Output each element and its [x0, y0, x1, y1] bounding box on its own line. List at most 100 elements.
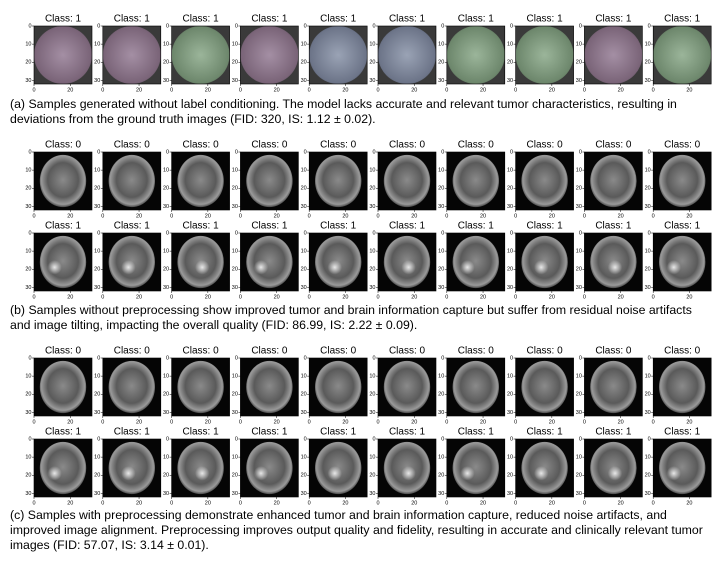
thumb-title: Class: 1	[664, 221, 701, 232]
y-tick-label: 20	[507, 267, 513, 273]
y-tick-label: 30	[232, 78, 238, 84]
x-tick-label: 0	[170, 213, 173, 219]
x-tick-label: 20	[136, 294, 142, 300]
y-tick-label: 20	[163, 473, 169, 479]
x-tick-label: 20	[549, 294, 555, 300]
x-tick-label: 0	[308, 500, 311, 506]
thumb-title: Class: 0	[595, 140, 632, 151]
thumb-frame	[308, 438, 368, 498]
thumb-frame	[515, 151, 574, 211]
x-tick-label: 0	[514, 500, 517, 506]
y-tick-label: 0	[510, 230, 513, 236]
y-tick-label: 10	[576, 42, 582, 48]
y-tick-label: 0	[648, 23, 651, 29]
y-tick-label: 0	[648, 436, 651, 442]
y-tick-label: 30	[25, 285, 31, 291]
thumb-frame	[240, 438, 299, 498]
y-tick-label: 30	[163, 491, 169, 497]
brain	[521, 154, 568, 208]
x-tick-label: 0	[514, 419, 517, 425]
y-tick-label: 30	[576, 410, 582, 416]
brain	[177, 360, 224, 414]
thumb-frame	[515, 438, 574, 498]
y-tick-label: 30	[576, 491, 582, 497]
x-tick-label: 20	[480, 87, 486, 93]
thumb-frame	[102, 357, 162, 417]
brain	[452, 360, 499, 414]
thumb-frame	[446, 438, 506, 498]
thumb-frame	[308, 232, 368, 292]
y-tick-label: 0	[97, 23, 100, 29]
brain	[590, 360, 637, 414]
thumb-frame	[652, 151, 712, 211]
y-tick-label: 20	[25, 473, 31, 479]
x-tick-label: 20	[136, 419, 142, 425]
y-tick-label: 0	[304, 355, 307, 361]
x-tick-label: 20	[411, 419, 417, 425]
y-tick-label: 10	[94, 168, 100, 174]
x-tick-label: 0	[583, 213, 586, 219]
y-tick-label: 0	[304, 149, 307, 155]
y-tick-label: 20	[645, 186, 651, 192]
x-tick-label: 0	[514, 294, 517, 300]
y-tick-label: 30	[438, 78, 444, 84]
thumb-title: Class: 0	[595, 346, 632, 357]
y-tick-label: 10	[25, 455, 31, 461]
brain	[309, 26, 368, 84]
brain	[246, 360, 293, 414]
tumor	[192, 458, 217, 483]
y-tick-label: 10	[507, 42, 513, 48]
x-tick-label: 0	[170, 500, 173, 506]
thumb-frame	[446, 232, 506, 292]
y-tick-label: 10	[576, 249, 582, 255]
thumb-title: Class: 1	[45, 14, 82, 25]
x-tick-label: 20	[274, 419, 280, 425]
tumor	[45, 252, 69, 277]
y-tick-label: 20	[576, 60, 582, 66]
thumb-title: Class: 1	[664, 14, 701, 25]
y-tick-label: 20	[25, 267, 31, 273]
y-tick-label: 30	[163, 78, 169, 84]
x-tick-label: 20	[67, 500, 73, 506]
y-tick-label: 20	[576, 392, 582, 398]
y-tick-label: 0	[510, 355, 513, 361]
y-tick-label: 20	[438, 473, 444, 479]
x-tick-label: 20	[274, 87, 280, 93]
x-tick-label: 20	[205, 294, 211, 300]
y-tick-label: 30	[163, 285, 169, 291]
x-tick-label: 0	[652, 294, 655, 300]
thumb-frame	[240, 151, 299, 211]
y-tick-label: 0	[28, 23, 31, 29]
thumb-frame	[308, 25, 368, 85]
x-tick-label: 0	[445, 213, 448, 219]
thumb-frame	[33, 151, 93, 211]
thumb-frame	[584, 151, 643, 211]
y-tick-label: 30	[163, 204, 169, 210]
y-tick-label: 0	[579, 23, 582, 29]
tumor	[251, 252, 276, 277]
y-tick-label: 0	[648, 149, 651, 155]
x-tick-label: 0	[583, 500, 586, 506]
y-tick-label: 0	[648, 355, 651, 361]
y-tick-label: 20	[94, 60, 100, 66]
x-tick-label: 20	[136, 500, 142, 506]
brain	[383, 360, 431, 414]
y-tick-label: 10	[369, 42, 375, 48]
y-tick-label: 10	[94, 455, 100, 461]
tumor	[118, 458, 143, 483]
y-tick-label: 20	[301, 186, 307, 192]
y-tick-label: 20	[94, 392, 100, 398]
y-tick-label: 10	[301, 455, 307, 461]
thumb-frame	[171, 232, 230, 292]
caption: (c) Samples with preprocessing demonstra…	[10, 508, 703, 552]
y-tick-label: 0	[372, 149, 375, 155]
x-tick-label: 0	[170, 419, 173, 425]
x-tick-label: 20	[205, 213, 211, 219]
y-tick-label: 30	[507, 78, 513, 84]
y-tick-label: 10	[25, 168, 31, 174]
y-tick-label: 30	[438, 410, 444, 416]
y-tick-label: 0	[28, 436, 31, 442]
thumb-frame	[377, 438, 437, 498]
y-tick-label: 0	[579, 149, 582, 155]
thumb-frame	[515, 232, 574, 292]
